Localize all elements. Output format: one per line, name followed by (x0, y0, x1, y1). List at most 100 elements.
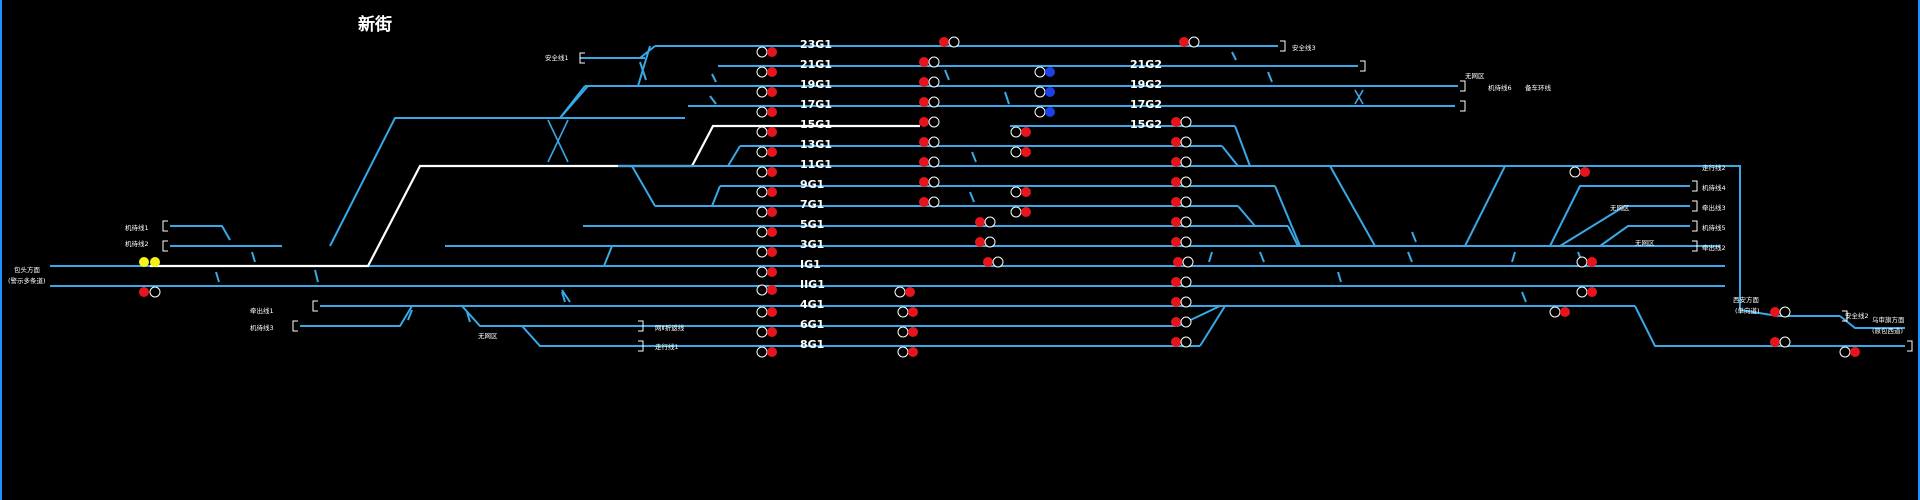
signal-left-yellow[interactable] (139, 257, 160, 267)
signal-23-mid[interactable] (939, 36, 960, 48)
signal-9-mid[interactable] (919, 176, 940, 188)
track-labels: 23G1 21G1 19G1 17G1 15G1 13G1 11G1 9G1 7… (800, 38, 1162, 351)
signal-11-left[interactable] (756, 166, 777, 178)
signal-13-shunt[interactable] (1010, 146, 1031, 158)
signal-right-I[interactable] (1576, 256, 1597, 268)
signal-6-mid[interactable] (897, 306, 918, 318)
label-engine-line-3: 机待线3 (250, 323, 274, 332)
station-title: 新街 (358, 15, 392, 35)
label-no-network-2: 无网区 (1610, 204, 1630, 212)
signal-9-left[interactable] (756, 186, 777, 198)
signal-7-mid[interactable] (919, 196, 940, 208)
signal-3-mid[interactable] (975, 236, 996, 248)
signal-17-mid[interactable] (919, 96, 940, 108)
label-safety-line-3: 安全线3 (1292, 43, 1316, 52)
signal-13-mid[interactable] (919, 136, 940, 148)
signal-5-mid[interactable] (975, 216, 996, 228)
signal-19-mid[interactable] (919, 76, 940, 88)
signal-17-left[interactable] (756, 106, 777, 118)
signal-7-right[interactable] (1171, 196, 1192, 208)
signal-15-right[interactable] (1171, 116, 1192, 128)
signal-II-right[interactable] (1171, 276, 1192, 288)
signal-far-right-3[interactable] (1839, 346, 1860, 358)
signal-I-left[interactable] (756, 266, 777, 278)
signal-13-right[interactable] (1171, 136, 1192, 148)
signal-right-II[interactable] (1576, 286, 1597, 298)
signal-I-right[interactable] (1173, 256, 1194, 268)
label-right-direction-b2: (原包西道) (1872, 326, 1903, 335)
track-label-17: 17G1 (800, 98, 832, 111)
signal-15-shunt[interactable] (1010, 126, 1031, 138)
label-engine-line-1: 机待线1 (125, 223, 149, 232)
line-labels: 安全线1 安全线3 机待线1 机待线2 机待线3 机待线4 机待线5 机待线6 … (8, 43, 1905, 351)
track-label-15: 15G1 (800, 118, 832, 131)
label-depart-line-1: 走行线1 (655, 342, 679, 351)
signal-far-right-2[interactable] (1770, 336, 1791, 348)
signal-13-left[interactable] (756, 146, 777, 158)
signal-8-mid[interactable] (897, 326, 918, 338)
connecting-tracks (50, 45, 1905, 347)
track-label-9: 9G1 (800, 178, 824, 191)
signal-15-left[interactable] (756, 126, 777, 138)
track-label-19: 19G1 (800, 78, 832, 91)
signal-9-shunt[interactable] (1010, 206, 1031, 218)
signal-8-left[interactable] (756, 346, 777, 358)
signal-23-right[interactable] (1179, 36, 1200, 48)
signal-far-right-1[interactable] (1770, 306, 1791, 318)
signal-21-left[interactable] (756, 66, 777, 78)
insulation-joints (215, 51, 1583, 323)
label-branch-line-2: 牵出线2 (1702, 243, 1726, 252)
label-left-direction-2: (警示多条道) (8, 276, 46, 285)
signal-11-mid[interactable] (919, 156, 940, 168)
crossovers (547, 89, 1364, 163)
label-engine-line-6: 机待线6 (1488, 83, 1512, 92)
signal-7-left[interactable] (756, 206, 777, 218)
signal-23-left[interactable] (756, 46, 777, 58)
signal-8b-mid[interactable] (897, 346, 918, 358)
track-label-I: IG1 (800, 258, 821, 271)
signal-11-right[interactable] (1171, 156, 1192, 168)
right-border (1918, 0, 1920, 500)
signal-3-right[interactable] (1171, 236, 1192, 248)
signal-6-left[interactable] (756, 326, 777, 338)
label-safety-line-2: 安全线2 (1845, 311, 1869, 320)
label-no-network-1: 无网区 (1465, 72, 1485, 80)
label-no-network-4: 无网区 (478, 332, 498, 340)
buffer-stops (162, 40, 1913, 352)
signal-19-blue[interactable] (1034, 86, 1055, 98)
signal-3-left[interactable] (756, 246, 777, 258)
signal-15-mid[interactable] (919, 116, 940, 128)
signal-right-11[interactable] (1569, 166, 1590, 178)
signal-right-4[interactable] (1549, 306, 1570, 318)
label-branch-line-1: 牵出线1 (250, 306, 274, 315)
signal-9-right[interactable] (1171, 176, 1192, 188)
label-right-direction-a2: (单向道) (1735, 306, 1760, 315)
signal-11-shunt[interactable] (1010, 186, 1031, 198)
track-label-II: IIG1 (800, 278, 825, 291)
signal-II-left[interactable] (756, 284, 777, 296)
track-label-8: 8G1 (800, 338, 824, 351)
label-branch-line-3: 牵出线3 (1702, 203, 1726, 212)
signal-5-right[interactable] (1171, 216, 1192, 228)
active-route (150, 124, 920, 268)
label-depart-line-2: 走行线2 (1702, 163, 1726, 172)
signal-6-right[interactable] (1171, 316, 1192, 328)
signal-4-right[interactable] (1171, 296, 1192, 308)
signal-19-left[interactable] (756, 86, 777, 98)
signal-I-mid[interactable] (983, 256, 1004, 268)
track-label-17g2: 17G2 (1130, 98, 1162, 111)
signal-4-mid[interactable] (894, 286, 915, 298)
signal-21-mid[interactable] (919, 56, 940, 68)
signal-17-blue[interactable] (1034, 106, 1055, 118)
label-engine-line-5: 机待线5 (1702, 223, 1726, 232)
track-label-6: 6G1 (800, 318, 824, 331)
signal-4-left[interactable] (756, 306, 777, 318)
signal-21-blue[interactable] (1034, 66, 1055, 78)
signal-left-II[interactable] (139, 286, 161, 298)
signal-8-right[interactable] (1171, 336, 1192, 348)
signal-5-left[interactable] (756, 226, 777, 238)
left-border (0, 0, 2, 500)
track-label-5: 5G1 (800, 218, 824, 231)
label-engine-line-4: 机待线4 (1702, 183, 1726, 192)
